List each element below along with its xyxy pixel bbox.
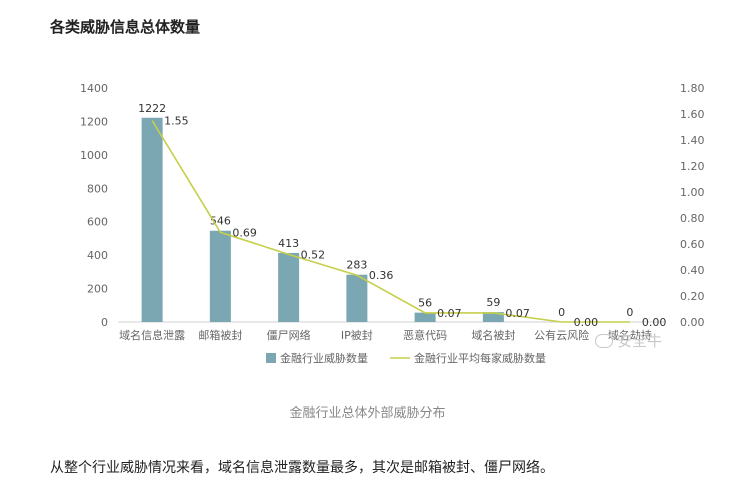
y-right-tick-label: 0.60 [680, 238, 705, 251]
x-tick-label: IP被封 [341, 328, 373, 342]
wechat-icon [595, 333, 613, 348]
legend-bar-swatch [266, 353, 276, 363]
section-heading: 各类威胁信息总体数量 [50, 18, 201, 36]
average-line [151, 120, 630, 323]
bar-value-label: 1222 [138, 102, 166, 115]
body-paragraph: 从整个行业威胁情况来看，域名信息泄露数量最多，其次是邮箱被封、僵尸网络。 [50, 460, 554, 476]
bar-value-label: 413 [278, 237, 299, 250]
y-left-tick-label: 400 [87, 249, 108, 262]
y-left-tick-label: 1200 [80, 115, 108, 128]
y-right-tick-label: 1.20 [680, 160, 705, 173]
x-tick-label: 公有云风险 [534, 328, 589, 342]
y-left-tick-label: 0 [101, 316, 108, 329]
y-left-tick-label: 1000 [80, 149, 108, 162]
line-value-label: 0.36 [369, 269, 394, 282]
line-value-label: 0.07 [437, 307, 462, 320]
line-value-label: 0.00 [574, 316, 599, 329]
line-value-label: 0.00 [642, 316, 667, 329]
y-right-tick-label: 1.40 [680, 134, 705, 147]
legend-bar-label: 金融行业威胁数量 [280, 351, 368, 365]
bar-4 [346, 274, 368, 322]
x-tick-label: 域名劫持 [608, 328, 652, 342]
bar-1 [141, 117, 163, 322]
y-left-tick-label: 600 [87, 216, 108, 229]
x-tick-label: 域名被封 [471, 328, 515, 342]
x-tick-label: 僵尸网络 [267, 328, 311, 342]
line-value-label: 0.07 [505, 307, 530, 320]
bar-3 [278, 252, 300, 322]
y-right-tick-label: 0.00 [680, 316, 705, 329]
x-tick-label: 域名信息泄露 [119, 328, 185, 342]
bar-2 [209, 230, 231, 322]
bar-value-label: 0 [558, 306, 565, 319]
bar-5 [414, 312, 436, 322]
bar-6 [482, 312, 504, 322]
x-tick-label: 邮箱被封 [198, 328, 242, 342]
line-value-label: 1.55 [164, 115, 189, 128]
line-value-label: 0.52 [301, 248, 326, 261]
y-left-tick-label: 200 [87, 283, 108, 296]
chart-caption: 金融行业总体外部威胁分布 [289, 406, 446, 421]
y-left-tick-label: 1400 [80, 82, 108, 95]
bar-value-label: 0 [626, 306, 633, 319]
y-left-tick-label: 800 [87, 182, 108, 195]
line-value-label: 0.69 [232, 226, 257, 239]
y-right-tick-label: 1.60 [680, 108, 705, 121]
y-right-tick-label: 1.80 [680, 82, 705, 95]
bar-value-label: 56 [418, 297, 432, 310]
x-tick-label: 恶意代码 [403, 328, 447, 342]
watermark: 安全牛 [595, 330, 662, 351]
watermark-text: 安全牛 [617, 332, 663, 350]
y-right-tick-label: 0.40 [680, 264, 705, 277]
y-right-tick-label: 0.20 [680, 290, 705, 303]
y-right-tick-label: 1.00 [680, 186, 705, 199]
y-right-tick-label: 0.80 [680, 212, 705, 225]
bar-value-label: 59 [486, 296, 500, 309]
bar-value-label: 283 [346, 259, 367, 272]
legend-line-label: 金融行业平均每家威胁数量 [414, 351, 546, 365]
